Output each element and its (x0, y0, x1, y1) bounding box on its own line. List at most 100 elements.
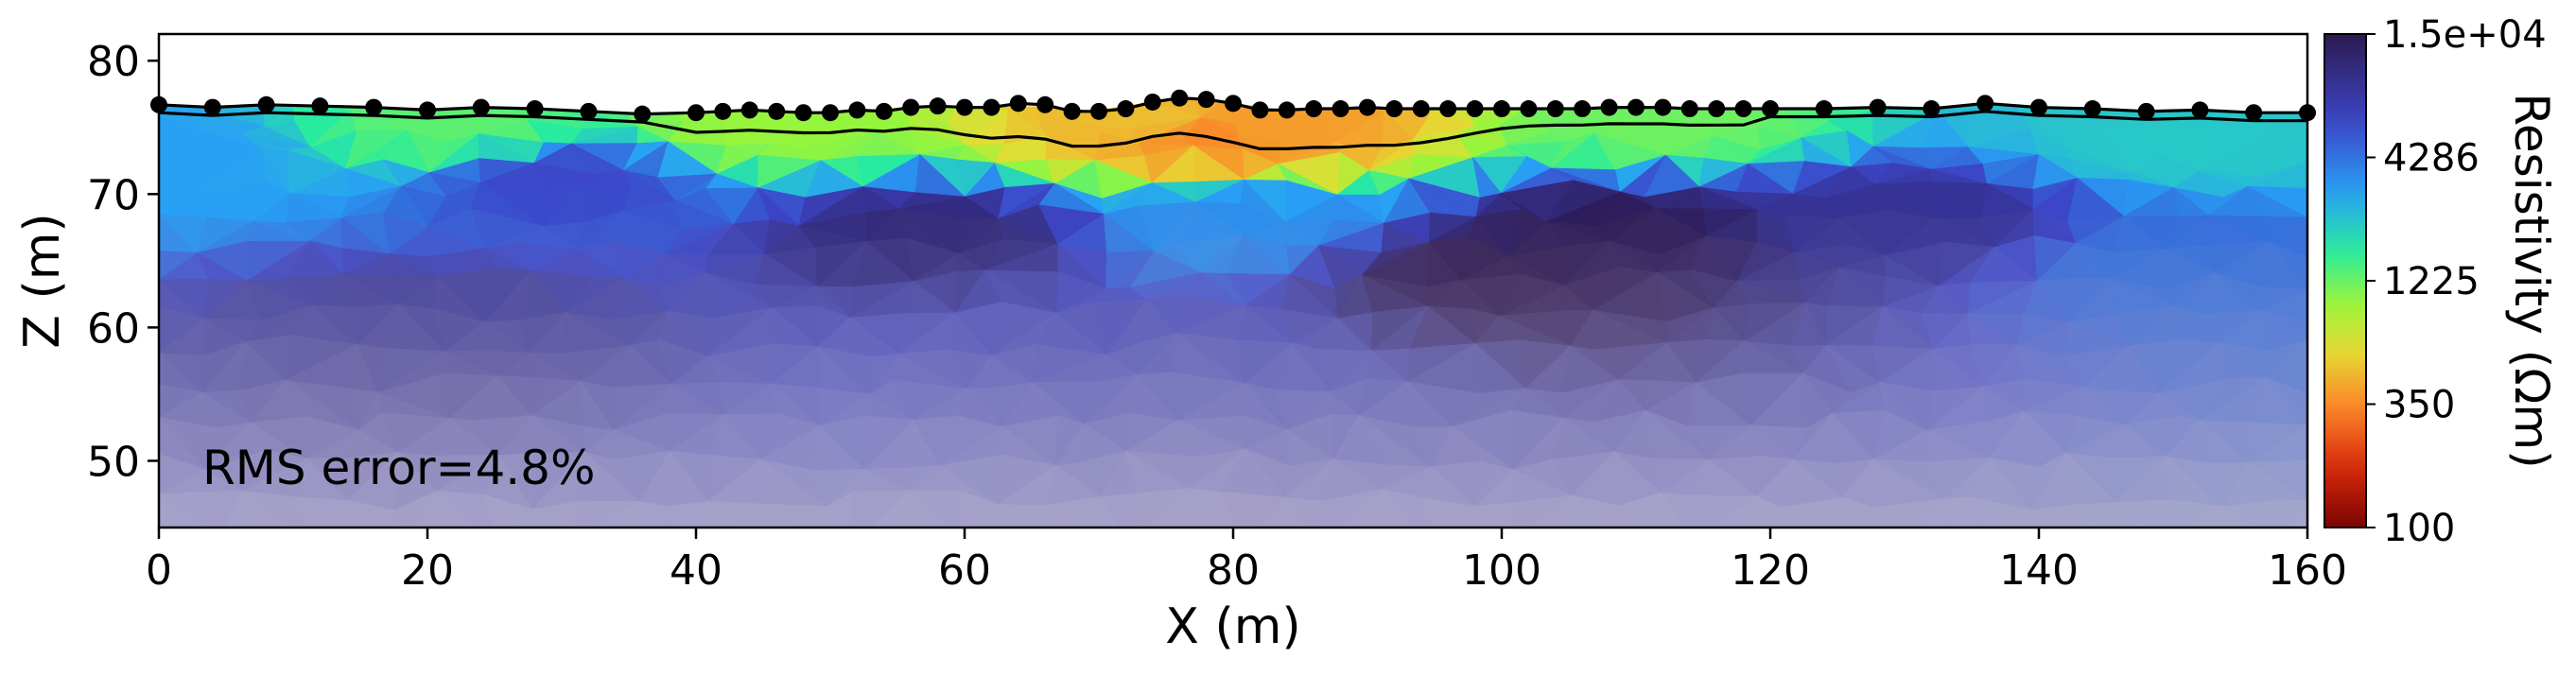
electrode (634, 105, 652, 123)
electrode (1520, 100, 1538, 118)
electrode (1493, 100, 1510, 118)
electrode (956, 98, 973, 116)
electrode (794, 104, 812, 122)
mesh-cell (706, 501, 740, 528)
electrode (580, 102, 598, 120)
mesh-cell (240, 490, 292, 528)
y-tick-label: 50 (87, 438, 140, 486)
electrode (472, 98, 490, 116)
electrode (1923, 100, 1941, 118)
x-tick-label: 140 (1999, 546, 2079, 595)
electrode (1762, 100, 1779, 118)
electrode-markers (150, 89, 2316, 123)
colorbar-tick-label: 1225 (2383, 260, 2480, 303)
y-tick-label: 80 (87, 38, 140, 86)
mesh-cell (429, 490, 480, 528)
y-axis-label: Z (m) (14, 213, 71, 348)
electrode (419, 101, 436, 119)
electrode (1680, 100, 1698, 118)
electrode (1332, 100, 1349, 118)
electrode (688, 104, 705, 122)
x-tick-label: 40 (670, 546, 722, 595)
x-axis: 0 20 40 60 80 100 120 140 160 (146, 528, 2347, 595)
electrode (1654, 98, 1672, 116)
electrode (902, 98, 920, 116)
mesh-cell (631, 500, 663, 528)
y-tick-label: 70 (87, 171, 140, 219)
electrode (1574, 100, 1592, 118)
electrode (1627, 98, 1645, 116)
colorbar-gradient (2324, 33, 2367, 528)
x-tick-label: 20 (401, 546, 454, 595)
electrode (526, 100, 544, 118)
electrode (2191, 101, 2209, 119)
mesh-cell (2111, 501, 2148, 528)
electrode (1359, 98, 1376, 116)
electrode (929, 97, 947, 115)
mesh-cell (1566, 494, 1600, 528)
x-axis-label: X (m) (1165, 598, 1300, 655)
mesh-cell (1371, 488, 1419, 528)
electrode (1305, 100, 1323, 118)
electrode (1385, 100, 1403, 118)
electrode (1090, 102, 1107, 120)
x-tick-label: 0 (146, 546, 172, 595)
mesh-cell (996, 503, 1031, 528)
mesh-cell (909, 489, 949, 528)
electrode (1143, 93, 1161, 111)
mesh-cell (1657, 492, 1686, 528)
electrode (822, 104, 839, 122)
electrode (2030, 98, 2047, 116)
mesh-cell (1756, 494, 1793, 528)
electrode (1708, 100, 1726, 118)
mesh-cell (1943, 497, 1977, 528)
mesh-cell (530, 509, 555, 528)
electrode (1063, 102, 1081, 120)
resistivity-mesh (159, 98, 2307, 528)
rms-annotation: RMS error=4.8% (202, 441, 595, 495)
electrode (2245, 104, 2263, 122)
y-tick-label: 60 (87, 304, 140, 353)
x-tick-label: 120 (1731, 546, 1810, 595)
x-tick-label: 160 (2268, 546, 2347, 595)
colorbar-tick-label: 1.5e+04 (2383, 13, 2547, 57)
mesh-cell (1284, 496, 1310, 528)
mesh-cell (159, 493, 202, 528)
mesh-cell (1834, 496, 1881, 528)
mesh-cell (339, 499, 388, 528)
electrode (1734, 100, 1752, 118)
electrode (1225, 95, 1242, 112)
electrode (1117, 100, 1135, 118)
electrode (1278, 101, 1296, 119)
colorbar-ticks: 1.5e+04 4286 1225 350 100 (2366, 13, 2547, 550)
electrode (768, 102, 786, 120)
electrode (848, 101, 866, 119)
x-tick-label: 60 (938, 546, 991, 595)
electrode (1546, 100, 1564, 118)
electrode (2137, 102, 2155, 120)
electrode (2083, 100, 2101, 118)
electrode (311, 97, 329, 115)
electrode (875, 102, 893, 120)
electrode (714, 102, 732, 120)
electrode (1251, 101, 1269, 119)
colorbar: 1.5e+04 4286 1225 350 100 (2324, 13, 2547, 550)
x-tick-label: 80 (1207, 546, 1260, 595)
electrode (1009, 95, 1027, 112)
electrode (1466, 100, 1484, 118)
colorbar-tick-label: 350 (2383, 383, 2455, 426)
mesh-cell (2023, 509, 2052, 528)
electrode (1976, 95, 1994, 112)
mesh-cell (2284, 499, 2307, 528)
x-tick-label: 100 (1462, 546, 1541, 595)
electrode (1815, 100, 1833, 118)
electrode (983, 98, 1001, 116)
mesh-cell (1100, 496, 1122, 528)
electrode (203, 98, 221, 116)
electrode (740, 101, 758, 119)
colorbar-tick-label: 100 (2383, 507, 2455, 550)
colorbar-tick-label: 4286 (2383, 137, 2480, 181)
electrode (1036, 95, 1054, 113)
